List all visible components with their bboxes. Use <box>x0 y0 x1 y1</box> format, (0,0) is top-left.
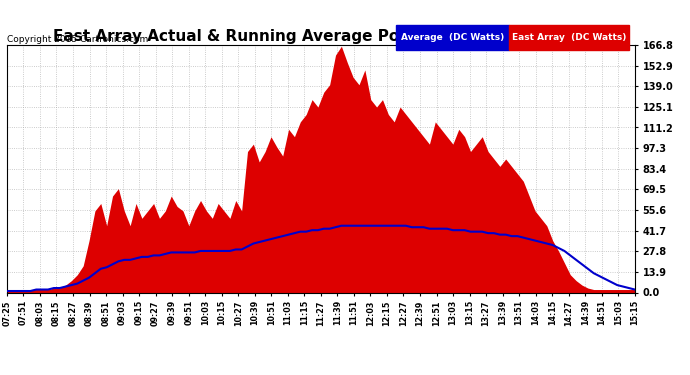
Text: East Array  (DC Watts): East Array (DC Watts) <box>512 33 626 42</box>
FancyBboxPatch shape <box>509 25 629 50</box>
Text: Copyright 2015 Cartronics.com: Copyright 2015 Cartronics.com <box>7 35 148 44</box>
FancyBboxPatch shape <box>396 25 509 50</box>
Title: East Array Actual & Running Average Power Thu Nov 26 15:37: East Array Actual & Running Average Powe… <box>54 29 588 44</box>
Text: Average  (DC Watts): Average (DC Watts) <box>401 33 504 42</box>
